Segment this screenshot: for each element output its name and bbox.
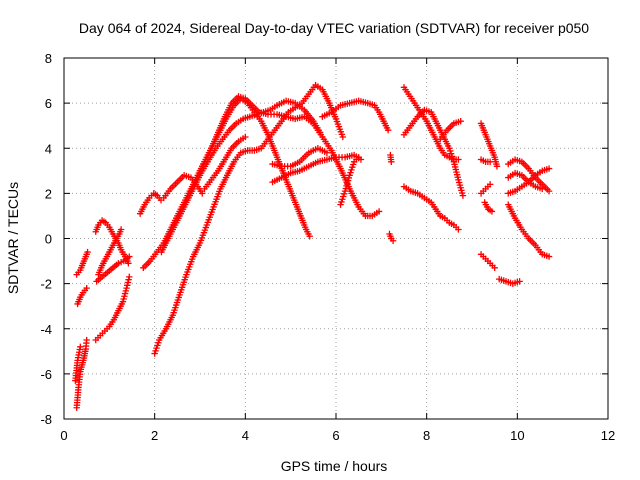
series-arc-n <box>196 95 313 240</box>
x-tick-label: 12 <box>601 428 615 443</box>
data-point <box>491 264 498 272</box>
data-point <box>388 158 395 165</box>
axis-ticks <box>63 57 609 420</box>
series-arc-g <box>95 226 125 278</box>
data-point <box>389 237 397 244</box>
series-arc-aa <box>477 156 494 165</box>
y-tick-label: -6 <box>40 367 52 382</box>
series-arc-o <box>201 133 249 193</box>
x-tick-label: 0 <box>60 428 67 443</box>
series-arc-s <box>337 154 362 208</box>
x-tick-labels: 0 2 4 6 8 10 12 <box>60 428 615 443</box>
data-point <box>486 158 494 165</box>
chart-title: Day 064 of 2024, Sidereal Day-to-day VTE… <box>79 20 589 36</box>
data-point <box>545 165 553 172</box>
data-point <box>126 273 133 281</box>
x-tick-label: 2 <box>151 428 158 443</box>
x-tick-label: 10 <box>510 428 524 443</box>
y-tick-label: -2 <box>40 277 52 292</box>
data-point <box>457 117 464 125</box>
x-tick-label: 6 <box>332 428 339 443</box>
series-arc-ag <box>505 169 546 193</box>
series-arc-e <box>92 217 132 267</box>
series-arc-ai <box>496 275 523 287</box>
data-point <box>316 129 324 136</box>
data-point <box>355 154 362 161</box>
series-arc-i <box>136 190 165 217</box>
series-arc-a <box>73 336 90 411</box>
series-arc-f <box>92 273 133 344</box>
series-arc-ad <box>477 251 498 272</box>
y-axis-label: SDTVAR / TECUs <box>5 182 21 294</box>
data-point <box>455 226 462 233</box>
data-point <box>306 233 313 240</box>
data-point <box>125 260 132 267</box>
y-tick-label: -8 <box>40 412 52 427</box>
series-arc-ah <box>505 201 553 260</box>
data-point <box>77 343 84 350</box>
series-arc-x <box>400 183 462 233</box>
data-series <box>72 81 553 411</box>
series-arc-r <box>319 97 392 134</box>
data-point <box>493 163 501 170</box>
series-arc-q <box>269 145 331 170</box>
y-tick-label: 6 <box>45 96 52 111</box>
data-point <box>384 127 392 134</box>
y-tick-label: 8 <box>45 51 52 66</box>
x-axis-label: GPS time / hours <box>281 458 388 474</box>
data-point <box>123 284 130 292</box>
y-tick-label: 0 <box>45 232 52 247</box>
data-point <box>539 185 546 193</box>
series-arc-y <box>437 117 464 143</box>
series-arc-w <box>400 106 467 199</box>
data-point <box>459 192 467 199</box>
series-arc-t <box>387 151 395 165</box>
x-tick-label: 4 <box>242 428 249 443</box>
data-point <box>375 208 383 215</box>
y-tick-label: 4 <box>45 141 52 156</box>
y-tick-labels: -8 -6 -4 -2 0 2 4 6 8 <box>40 51 52 427</box>
data-point <box>117 226 125 233</box>
series-arc-d <box>73 248 91 278</box>
series-arc-c <box>74 284 90 308</box>
series-arc-z <box>477 120 501 170</box>
data-point <box>83 284 90 292</box>
y-tick-label: -4 <box>40 322 52 337</box>
series-arc-u <box>386 230 397 244</box>
data-point <box>545 253 553 260</box>
data-point <box>83 336 90 344</box>
data-point <box>124 279 132 286</box>
series-arc-ab <box>477 181 494 197</box>
data-point <box>545 187 553 195</box>
y-tick-label: 2 <box>45 186 52 201</box>
series-arc-h <box>93 253 133 285</box>
data-point <box>126 253 133 260</box>
data-point <box>125 276 132 283</box>
data-point <box>516 278 523 285</box>
series-arc-m <box>160 172 206 202</box>
data-point <box>339 133 346 141</box>
x-tick-label: 8 <box>423 428 430 443</box>
series-arc-af <box>505 165 553 197</box>
data-point <box>486 181 494 188</box>
data-point <box>323 149 331 156</box>
data-point <box>84 248 91 256</box>
data-point <box>488 208 496 215</box>
series-arc-ac <box>481 199 496 215</box>
data-point <box>199 190 206 197</box>
series-arc-b <box>72 343 84 384</box>
data-point <box>124 282 131 289</box>
data-point <box>455 156 462 163</box>
data-point <box>242 133 249 141</box>
